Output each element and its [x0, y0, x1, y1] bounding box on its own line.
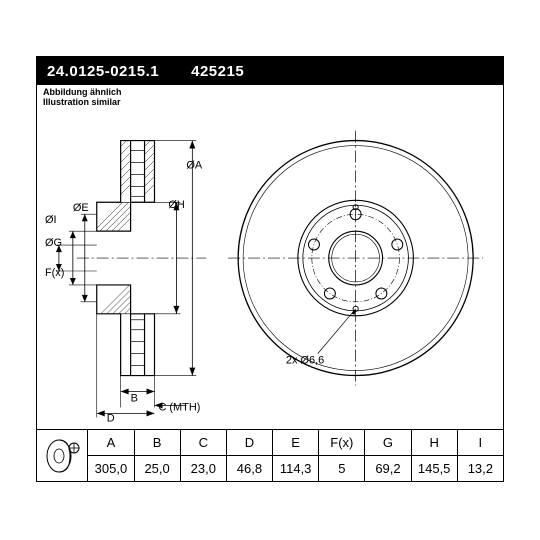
- val-I: 13,2: [457, 456, 503, 482]
- dim-I: ØI: [45, 214, 57, 226]
- dim-Fx: F(x): [45, 267, 64, 279]
- val-H: 145,5: [411, 456, 457, 482]
- dim-H: ØH: [168, 199, 184, 211]
- subtitle-line2: Illustration similar: [43, 97, 497, 107]
- spec-table: A B C D E F(x) G H I 305,0 25,0 23,0 46,…: [36, 429, 504, 482]
- frame: 24.0125-0215.1 425215 Abbildung ähnlich …: [36, 56, 504, 482]
- dim-C: C (MTH): [158, 401, 200, 413]
- part-number: 24.0125-0215.1: [47, 63, 159, 80]
- col-D: D: [226, 430, 272, 456]
- disc-icon: [40, 434, 84, 478]
- col-F: F(x): [319, 430, 365, 456]
- technical-drawing: 2x Ø6,6: [37, 108, 503, 428]
- col-E: E: [273, 430, 319, 456]
- drawing-area: 2x Ø6,6: [37, 108, 503, 428]
- dim-G: ØG: [45, 237, 62, 249]
- alt-number: 425215: [191, 63, 244, 80]
- disc-icon-cell: [37, 430, 88, 482]
- col-I: I: [457, 430, 503, 456]
- spec-table-wrap: A B C D E F(x) G H I 305,0 25,0 23,0 46,…: [36, 429, 504, 482]
- col-A: A: [88, 430, 134, 456]
- dim-D: D: [107, 412, 115, 424]
- val-F: 5: [319, 456, 365, 482]
- dim-E: ØE: [73, 202, 89, 214]
- val-A: 305,0: [88, 456, 134, 482]
- val-E: 114,3: [273, 456, 319, 482]
- front-note: 2x Ø6,6: [286, 354, 324, 366]
- val-G: 69,2: [365, 456, 411, 482]
- table-row-header: A B C D E F(x) G H I: [37, 430, 504, 456]
- subtitle-line1: Abbildung ähnlich: [43, 87, 497, 97]
- dim-A: ØA: [186, 159, 203, 171]
- col-B: B: [134, 430, 180, 456]
- title-bar: 24.0125-0215.1 425215: [37, 57, 503, 85]
- dim-B: B: [131, 392, 138, 404]
- col-C: C: [180, 430, 226, 456]
- val-C: 23,0: [180, 456, 226, 482]
- col-H: H: [411, 430, 457, 456]
- val-B: 25,0: [134, 456, 180, 482]
- table-row-values: 305,0 25,0 23,0 46,8 114,3 5 69,2 145,5 …: [37, 456, 504, 482]
- subtitle: Abbildung ähnlich Illustration similar: [37, 85, 503, 108]
- col-G: G: [365, 430, 411, 456]
- val-D: 46,8: [226, 456, 272, 482]
